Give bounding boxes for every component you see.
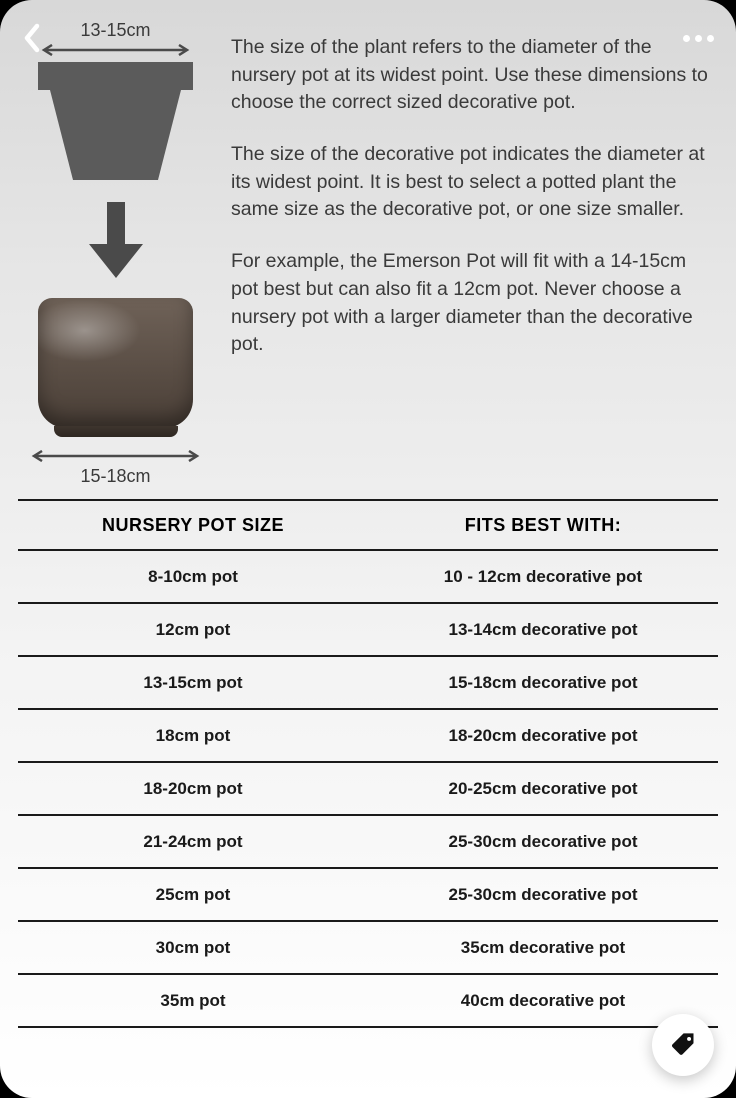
cell-fits-with: 25-30cm decorative pot xyxy=(368,868,718,921)
cell-nursery-size: 25cm pot xyxy=(18,868,368,921)
chevron-left-icon xyxy=(22,22,42,54)
table-row: 8-10cm pot10 - 12cm decorative pot xyxy=(18,550,718,603)
table-row: 12cm pot13-14cm decorative pot xyxy=(18,603,718,656)
content-card: 13-15cm xyxy=(0,0,736,1098)
col-header-fits: FITS BEST WITH: xyxy=(368,500,718,550)
deco-dim-label: 15-18cm xyxy=(80,466,150,487)
cell-nursery-size: 30cm pot xyxy=(18,921,368,974)
header-row: 13-15cm xyxy=(18,20,718,487)
table-body: 8-10cm pot10 - 12cm decorative pot12cm p… xyxy=(18,550,718,1027)
paragraph-3: For example, the Emerson Pot will fit wi… xyxy=(231,248,712,359)
cell-fits-with: 20-25cm decorative pot xyxy=(368,762,718,815)
cell-nursery-size: 18-20cm pot xyxy=(18,762,368,815)
table-row: 30cm pot35cm decorative pot xyxy=(18,921,718,974)
paragraph-2: The size of the decorative pot indicates… xyxy=(231,141,712,224)
down-arrow-icon xyxy=(81,202,151,280)
nursery-pot-icon xyxy=(38,62,193,182)
top-bar xyxy=(22,22,714,54)
table-header-row: NURSERY POT SIZE FITS BEST WITH: xyxy=(18,500,718,550)
cell-fits-with: 10 - 12cm decorative pot xyxy=(368,550,718,603)
table-row: 13-15cm pot15-18cm decorative pot xyxy=(18,656,718,709)
tag-fab-button[interactable] xyxy=(652,1014,714,1076)
table-row: 35m pot40cm decorative pot xyxy=(18,974,718,1027)
diagram-column: 13-15cm xyxy=(18,20,213,487)
dot-icon xyxy=(707,35,714,42)
deco-dimension: 15-18cm xyxy=(28,450,203,487)
more-button[interactable] xyxy=(683,35,714,42)
dot-icon xyxy=(683,35,690,42)
cell-nursery-size: 18cm pot xyxy=(18,709,368,762)
col-header-nursery: NURSERY POT SIZE xyxy=(18,500,368,550)
description-column: The size of the plant refers to the diam… xyxy=(231,20,718,487)
table-row: 25cm pot25-30cm decorative pot xyxy=(18,868,718,921)
cell-nursery-size: 35m pot xyxy=(18,974,368,1027)
table-row: 18-20cm pot20-25cm decorative pot xyxy=(18,762,718,815)
cell-nursery-size: 13-15cm pot xyxy=(18,656,368,709)
table-row: 18cm pot18-20cm decorative pot xyxy=(18,709,718,762)
tag-icon xyxy=(669,1031,697,1059)
cell-fits-with: 25-30cm decorative pot xyxy=(368,815,718,868)
cell-fits-with: 35cm decorative pot xyxy=(368,921,718,974)
table-row: 21-24cm pot25-30cm decorative pot xyxy=(18,815,718,868)
dot-icon xyxy=(695,35,702,42)
dimension-arrow-icon xyxy=(28,450,203,462)
cell-fits-with: 18-20cm decorative pot xyxy=(368,709,718,762)
decorative-pot-icon xyxy=(38,298,193,428)
cell-fits-with: 13-14cm decorative pot xyxy=(368,603,718,656)
cell-nursery-size: 21-24cm pot xyxy=(18,815,368,868)
cell-nursery-size: 12cm pot xyxy=(18,603,368,656)
back-button[interactable] xyxy=(22,22,42,54)
cell-nursery-size: 8-10cm pot xyxy=(18,550,368,603)
size-table: NURSERY POT SIZE FITS BEST WITH: 8-10cm … xyxy=(18,499,718,1028)
cell-fits-with: 15-18cm decorative pot xyxy=(368,656,718,709)
